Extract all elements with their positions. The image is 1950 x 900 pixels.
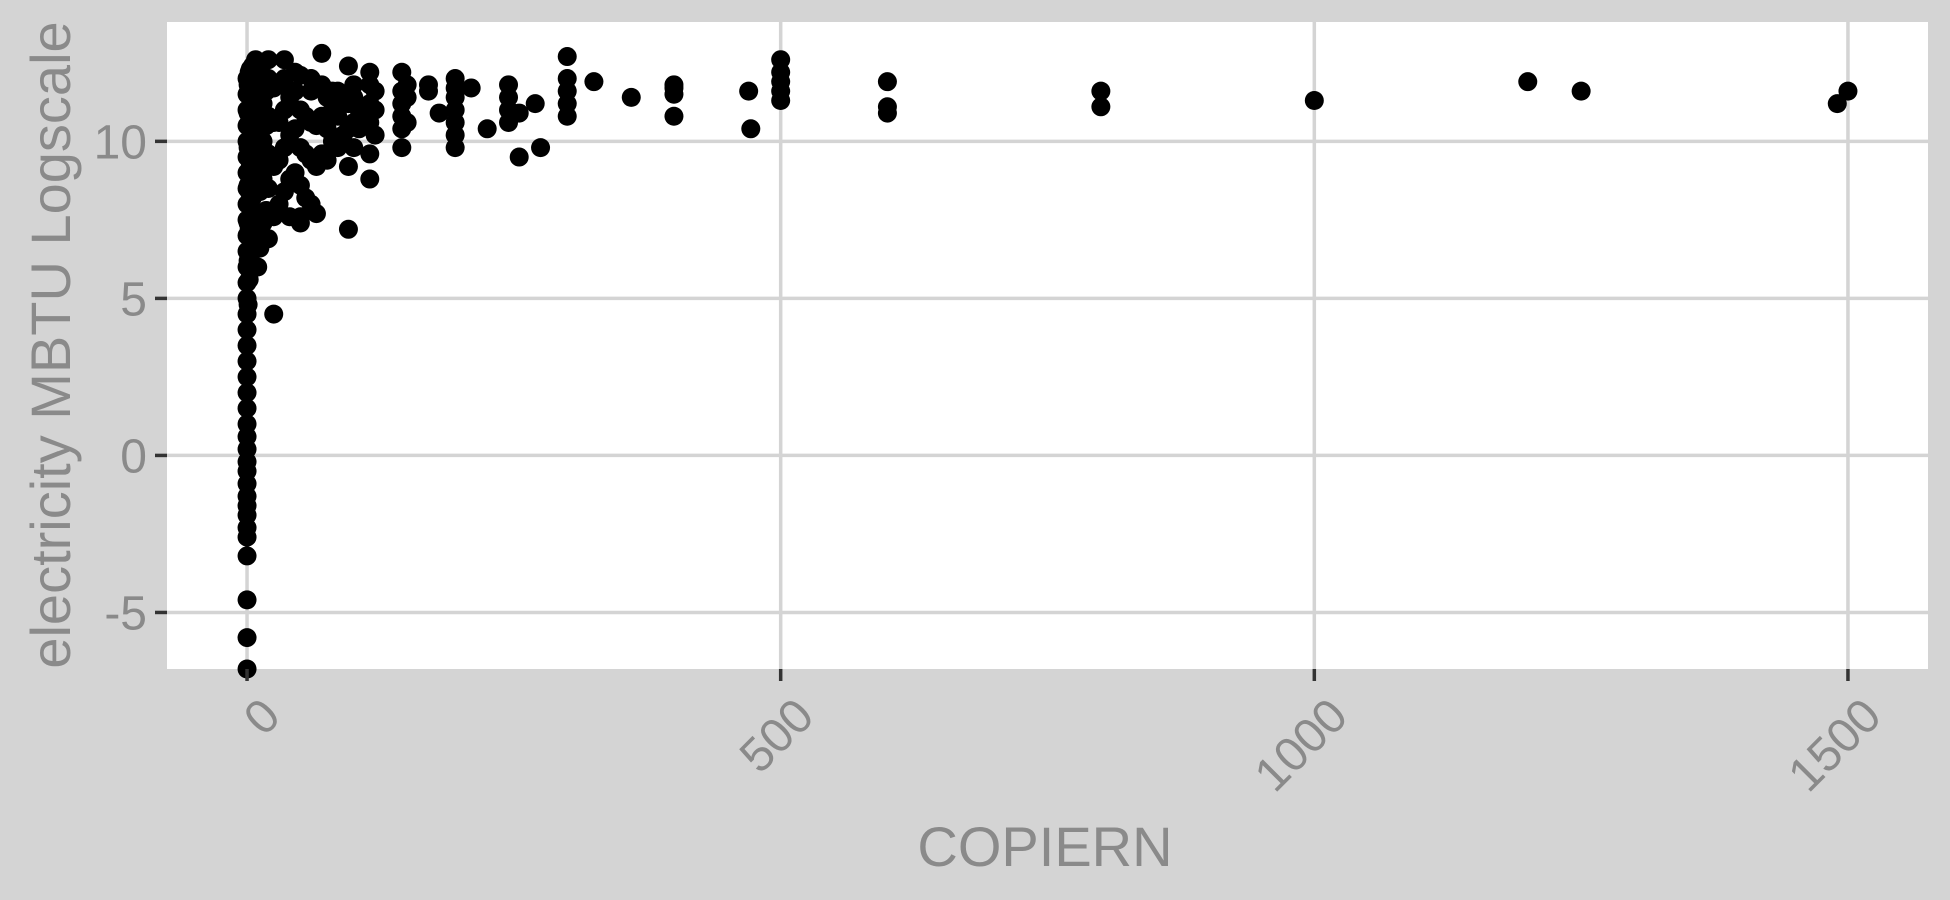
data-point — [365, 100, 385, 120]
data-point — [237, 628, 257, 648]
data-point — [258, 50, 278, 70]
data-point — [237, 590, 257, 610]
data-point — [509, 147, 529, 167]
data-point — [557, 69, 577, 89]
data-point — [499, 75, 519, 95]
data-point — [584, 72, 604, 92]
data-point — [877, 72, 897, 92]
data-point — [237, 414, 257, 434]
data-point — [312, 43, 332, 63]
data-point — [365, 81, 385, 101]
y-tick-label: -5 — [104, 587, 147, 640]
data-point — [248, 257, 268, 277]
data-point — [344, 138, 364, 158]
data-point — [477, 119, 497, 139]
data-point — [237, 320, 257, 340]
data-point — [238, 295, 258, 315]
data-point — [461, 78, 481, 98]
data-point — [445, 69, 465, 89]
data-point — [397, 75, 417, 95]
data-point — [338, 56, 358, 76]
y-tick-label: 5 — [120, 273, 147, 326]
data-point — [317, 150, 337, 170]
data-point — [290, 213, 310, 233]
data-point — [338, 156, 358, 176]
data-point — [237, 546, 257, 566]
data-point — [664, 106, 684, 126]
data-point — [525, 94, 545, 114]
data-point — [338, 219, 358, 239]
data-point — [258, 178, 278, 198]
data-point — [237, 336, 257, 355]
data-point — [509, 103, 529, 123]
data-point — [344, 75, 364, 95]
data-point — [771, 50, 791, 70]
data-point — [741, 119, 761, 139]
data-point — [739, 81, 759, 101]
y-tick-label: 0 — [120, 430, 147, 483]
data-point — [274, 50, 294, 70]
plot-panel — [167, 22, 1928, 669]
data-point — [365, 125, 385, 145]
data-point — [258, 229, 278, 249]
data-point — [306, 204, 326, 224]
data-point — [557, 47, 577, 67]
data-point — [237, 383, 257, 403]
data-point — [1838, 81, 1858, 101]
data-point — [1827, 94, 1847, 114]
data-point — [621, 87, 641, 107]
data-points — [237, 43, 1858, 679]
data-point — [285, 81, 305, 101]
data-point — [237, 398, 257, 418]
data-point — [237, 351, 257, 371]
data-point — [1304, 91, 1324, 111]
data-point — [1518, 72, 1538, 92]
y-axis-ticks: -5 0 5 10 — [94, 116, 167, 640]
data-point — [1571, 81, 1591, 101]
data-point — [237, 367, 257, 387]
data-point — [429, 103, 449, 123]
data-point — [264, 304, 284, 324]
data-point — [418, 75, 438, 95]
data-point — [360, 169, 380, 189]
data-point — [664, 75, 684, 95]
data-point — [531, 138, 551, 158]
data-point — [285, 119, 305, 139]
x-axis-title: COPIERN — [917, 815, 1172, 878]
data-point — [1091, 81, 1111, 101]
y-axis-title: electricity MBTU Logscale — [19, 21, 82, 668]
data-point — [360, 144, 380, 164]
y-tick-label: 10 — [94, 116, 147, 169]
data-point — [360, 62, 380, 82]
data-point — [392, 138, 412, 158]
data-point — [877, 97, 897, 117]
data-point — [397, 113, 417, 133]
data-point — [1091, 97, 1111, 117]
